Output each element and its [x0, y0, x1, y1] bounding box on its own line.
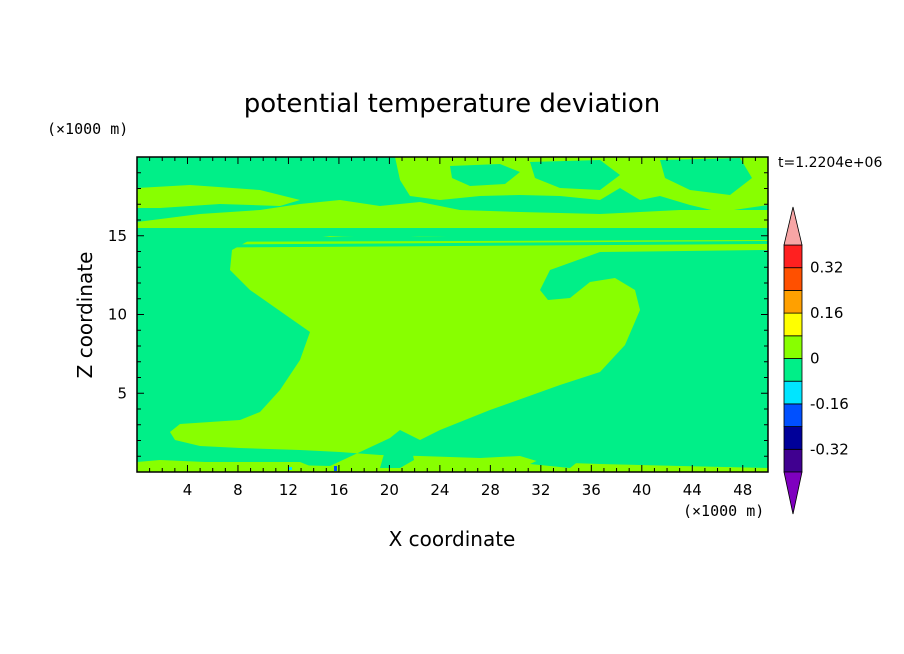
colorbar-segment: [783, 426, 803, 450]
x-unit-label: (×1000 m): [683, 502, 764, 520]
colorbar-label: 0.16: [810, 304, 843, 322]
colorbar-label: -0.32: [810, 440, 849, 458]
x-tick-label: 24: [430, 481, 449, 499]
y-unit-label: (×1000 m): [47, 120, 128, 138]
x-tick-label: 40: [632, 481, 651, 499]
x-tick-label: 20: [380, 481, 399, 499]
colorbar-label: 0.32: [810, 259, 843, 277]
colorbar-segment: [783, 289, 803, 314]
colorbar: 0.32 0.16 0 -0.16 -0.32: [783, 206, 849, 515]
x-tick-label: 12: [279, 481, 298, 499]
colorbar-segment: [783, 244, 803, 269]
colorbar-segment: [783, 448, 803, 473]
colorbar-segment: [783, 358, 803, 382]
x-axis: 4 8 12 16 20 24 28 32 36 40 44 48: [149, 157, 756, 499]
colorbar-over-arrow: [783, 206, 803, 246]
x-tick-label: 8: [233, 481, 243, 499]
y-tick-label: 10: [108, 306, 127, 324]
x-tick-label: 16: [329, 481, 348, 499]
colorbar-label: -0.16: [810, 395, 849, 413]
y-axis: 5 10 15: [108, 172, 768, 457]
y-axis-label: Z coordinate: [73, 252, 97, 379]
colorbar-segment: [783, 267, 803, 291]
x-tick-label: 48: [733, 481, 752, 499]
time-label: t=1.2204e+06: [778, 155, 882, 171]
y-tick-label: 5: [117, 384, 127, 402]
y-tick-label: 15: [108, 227, 127, 245]
x-tick-label: 36: [582, 481, 601, 499]
colorbar-segment: [783, 335, 803, 359]
colorbar-segment: [783, 380, 803, 405]
x-tick-label: 4: [183, 481, 193, 499]
x-axis-label: X coordinate: [389, 527, 516, 551]
colorbar-segment: [783, 312, 803, 337]
colorbar-segment: [783, 403, 803, 427]
x-tick-label: 44: [683, 481, 702, 499]
colorbar-under-arrow: [783, 471, 803, 515]
chart-title: potential temperature deviation: [244, 89, 660, 119]
colorbar-label: 0: [810, 350, 820, 368]
x-tick-label: 32: [531, 481, 550, 499]
field-region-upper: [137, 200, 768, 228]
x-tick-label: 28: [481, 481, 500, 499]
field-region-main: [137, 235, 768, 472]
